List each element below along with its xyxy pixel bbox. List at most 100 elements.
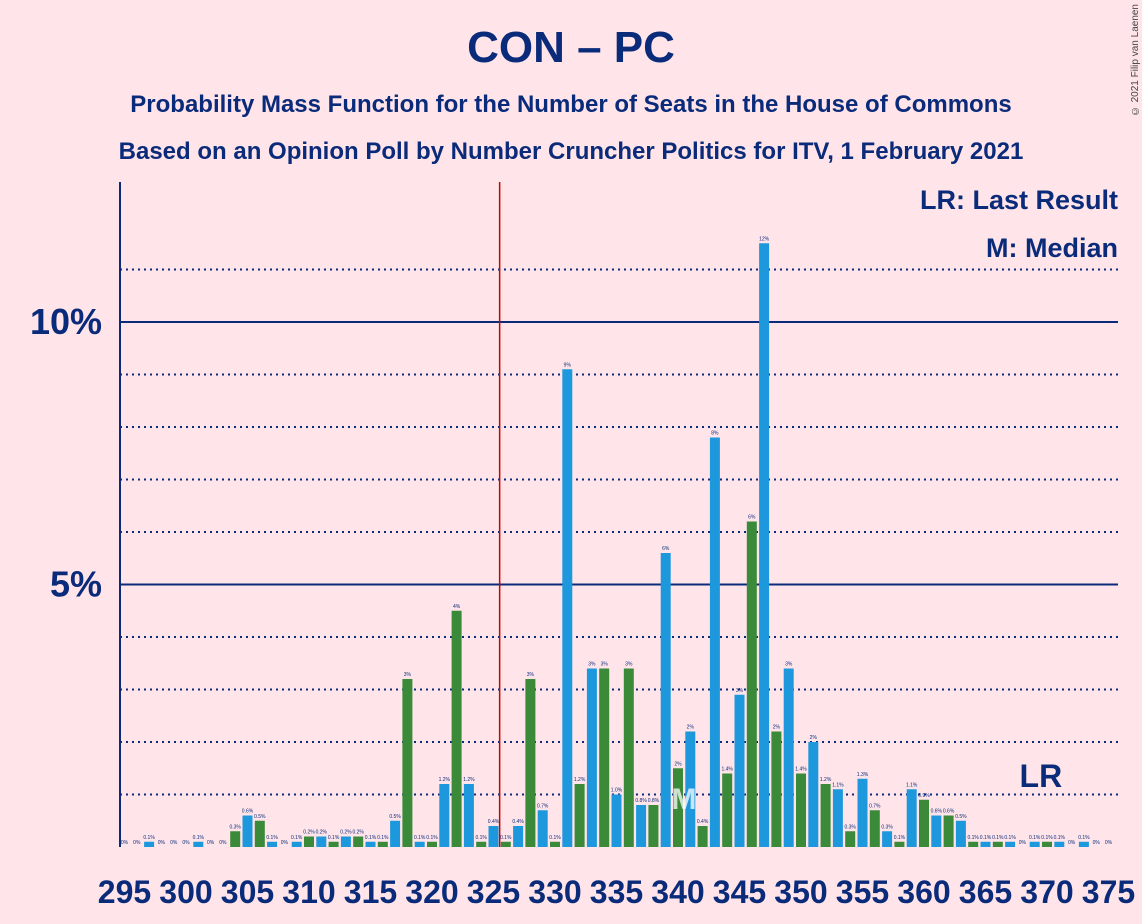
bar-value-label: 1.4% [795, 767, 807, 773]
bar [685, 731, 696, 847]
bar-value-label: 0.1% [377, 835, 389, 841]
bar-value-label: 0% [219, 840, 227, 846]
bar-value-label: 3% [527, 672, 535, 678]
bar-value-label: 0.4% [697, 819, 709, 825]
bar [254, 820, 265, 847]
bar-value-label: 0.7% [537, 803, 549, 809]
bar-value-label: 0% [1068, 840, 1076, 846]
bar [463, 784, 474, 847]
bar-value-label: 0.1% [1078, 835, 1090, 841]
bar-value-label: 0.9% [918, 793, 930, 799]
bar-value-label: 0.1% [500, 835, 512, 841]
bar-value-label: 0.7% [869, 803, 881, 809]
bar [193, 841, 204, 847]
bar-value-labels: 0% 0%0.1%0% 0% 0%0.1%0% 0%0.3%0.6%0.5%0.1%0%… [121, 236, 1113, 846]
x-tick-label: 330 [528, 874, 581, 910]
bar [931, 815, 942, 847]
bar [943, 815, 954, 847]
x-tick-label: 345 [713, 874, 766, 910]
bar-value-label: 0% [170, 840, 178, 846]
bar [353, 836, 364, 847]
bar-value-label: 0.1% [894, 835, 906, 841]
bar-value-label: 0.1% [266, 835, 278, 841]
bar-value-label: 0.1% [426, 835, 438, 841]
x-tick-label: 375 [1082, 874, 1135, 910]
grid-lines [120, 268, 1118, 796]
bar-value-label: 6% [748, 515, 756, 521]
bar-value-label: 3% [736, 688, 744, 694]
bar [242, 815, 253, 847]
bar [1005, 841, 1016, 847]
bar-value-label: 3% [404, 672, 412, 678]
bar-value-label: 0% [121, 840, 129, 846]
bar [623, 668, 634, 847]
bar-value-label: 1.2% [463, 777, 475, 783]
bar-value-label: 0% [1019, 840, 1027, 846]
bar-value-label: 0.4% [512, 819, 524, 825]
x-tick-label: 365 [959, 874, 1012, 910]
bar [894, 841, 905, 847]
bar-value-label: 0.8% [648, 798, 660, 804]
bar-value-label: 0.3% [229, 824, 241, 830]
x-tick-label: 300 [159, 874, 212, 910]
bar [451, 610, 462, 847]
bar-value-label: 0.1% [1029, 835, 1041, 841]
bar-value-label: 1.2% [574, 777, 586, 783]
bar [340, 836, 351, 847]
x-tick-label: 355 [836, 874, 889, 910]
last-result-marker: LR [1020, 758, 1063, 794]
bar-value-label: 9% [564, 362, 572, 368]
bar-value-label: 1.4% [721, 767, 733, 773]
bar [500, 841, 511, 847]
bar-value-label: 4% [453, 604, 461, 610]
bar-value-label: 0.6% [242, 809, 254, 815]
bar [808, 742, 819, 847]
bar-value-label: 0.2% [303, 830, 315, 836]
y-tick-label: 10% [30, 301, 102, 342]
bar-value-label: 0.1% [143, 835, 155, 841]
bar-value-label: 0.4% [488, 819, 500, 825]
bar [414, 841, 425, 847]
chart-title: CON – PC [467, 23, 675, 72]
bar [832, 789, 843, 847]
bar-value-label: 1.2% [439, 777, 451, 783]
bar [820, 784, 831, 847]
chart-subtitle-1: Probability Mass Function for the Number… [130, 91, 1012, 118]
bar-value-label: 2% [674, 761, 682, 767]
bar [1042, 841, 1052, 847]
bar [709, 437, 720, 847]
bar [673, 768, 683, 847]
bar [869, 810, 880, 847]
bar-value-label: 0% [182, 840, 190, 846]
bar [1029, 841, 1040, 847]
bar [550, 841, 560, 847]
bar-value-label: 1.1% [832, 782, 844, 788]
bars [144, 243, 1089, 847]
bar-value-label: 0.6% [931, 809, 943, 815]
x-tick-label: 305 [221, 874, 274, 910]
bar-value-label: 0% [133, 840, 141, 846]
bar [427, 841, 437, 847]
legend-entry: LR: Last Result [920, 185, 1118, 215]
bar [377, 841, 388, 847]
bar [857, 778, 868, 847]
bar-value-label: 1.3% [857, 772, 869, 778]
chart-subtitle-2: Based on an Opinion Poll by Number Crunc… [118, 138, 1024, 165]
x-tick-label: 350 [774, 874, 827, 910]
bar [488, 826, 499, 847]
median-marker: M [672, 783, 697, 816]
bar-value-label: 2% [687, 725, 695, 731]
bar-value-label: 2% [773, 725, 781, 731]
x-tick-label: 335 [590, 874, 643, 910]
bar-value-label: 0.5% [955, 814, 967, 820]
annotations: M LR LR: Last Result M: Median [498, 182, 1118, 847]
bar-value-label: 3% [601, 662, 609, 668]
bar [316, 836, 327, 847]
bar [402, 679, 413, 847]
bar [660, 553, 671, 847]
bar [390, 820, 401, 847]
bar [525, 679, 536, 847]
bar [783, 668, 794, 847]
bar [599, 668, 610, 847]
